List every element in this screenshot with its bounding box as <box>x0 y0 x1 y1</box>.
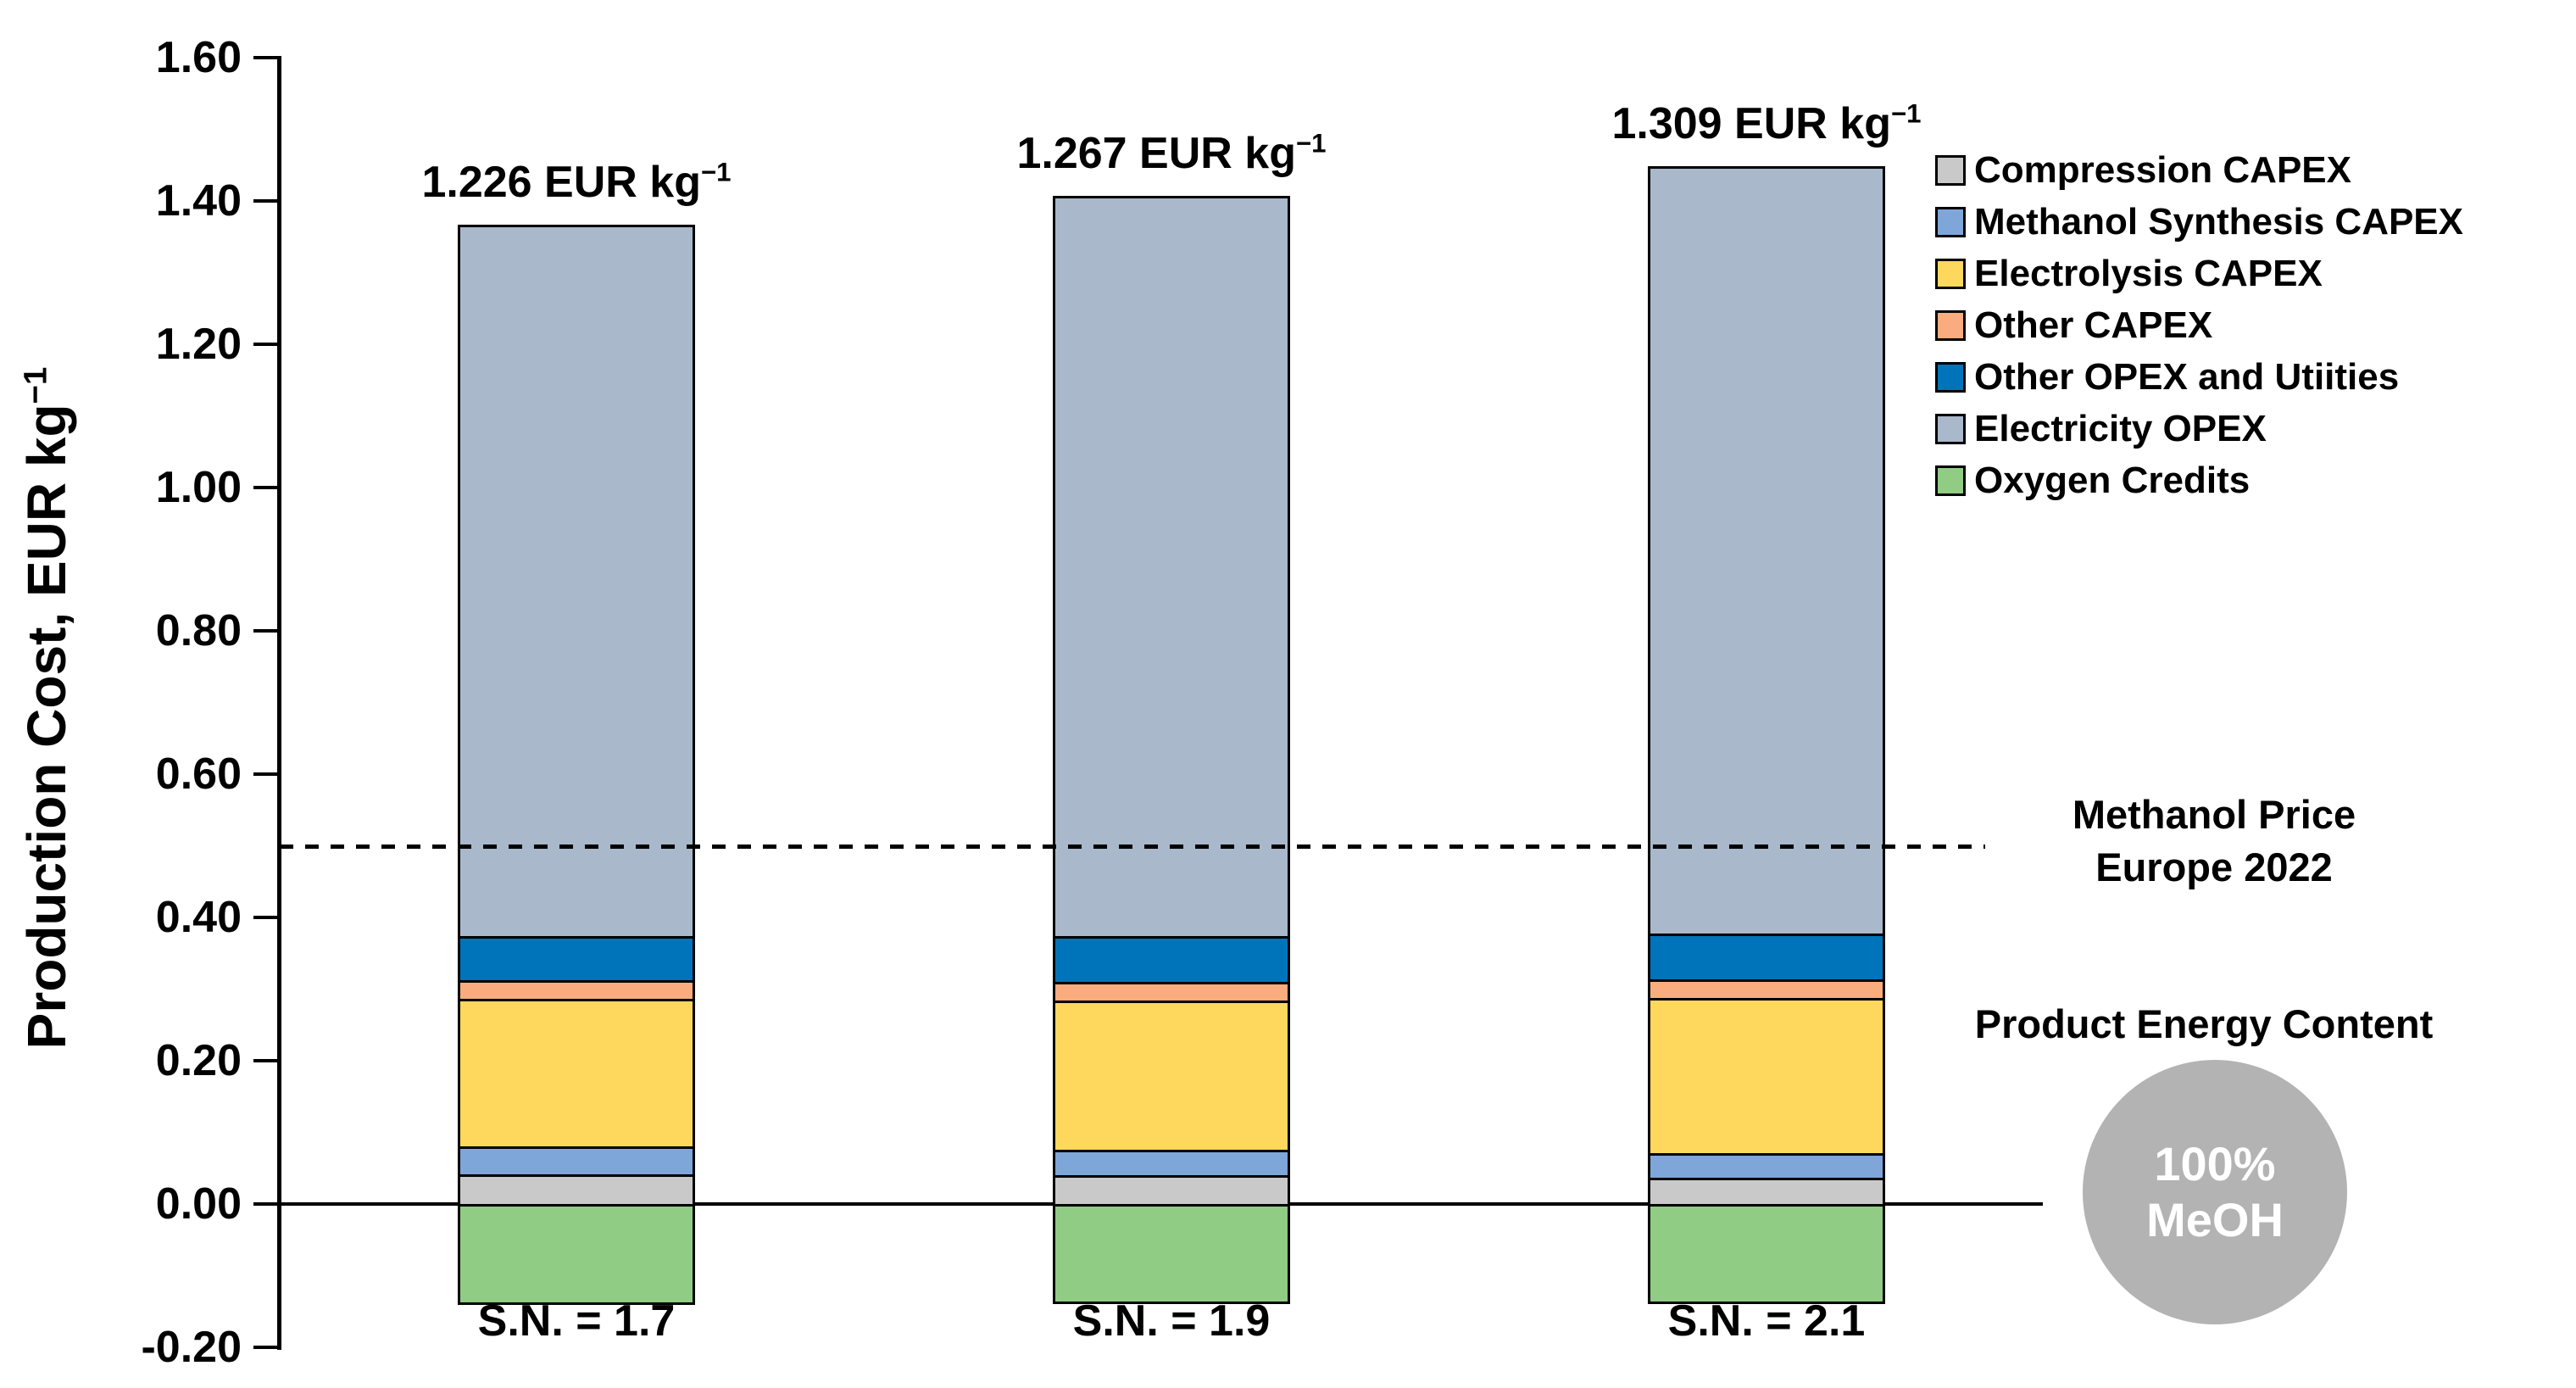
legend-swatch <box>1935 154 1966 186</box>
bar-segment-oxygen-credits <box>1053 1204 1290 1305</box>
methanol-price-line2: Europe 2022 <box>2095 845 2333 889</box>
legend-label: Other CAPEX <box>1974 304 2213 346</box>
legend-swatch <box>1935 413 1966 444</box>
methanol-price-line1: Methanol Price <box>2072 792 2356 837</box>
y-axis-line <box>277 56 281 1350</box>
y-tick-mark <box>253 1059 279 1062</box>
methanol-price-label: Methanol Price Europe 2022 <box>1994 789 2434 894</box>
y-tick-label: 0.00 <box>155 1179 242 1229</box>
legend-label: Methanol Synthesis CAPEX <box>1974 200 2464 242</box>
legend-swatch <box>1935 258 1966 289</box>
legend-item: Electrolysis CAPEX <box>1935 248 2463 299</box>
legend-item: Other OPEX and Utiities <box>1935 351 2463 403</box>
legend-swatch <box>1935 361 1966 393</box>
legend-item: Oxygen Credits <box>1935 454 2463 506</box>
bar-segment-electrolysis-capex <box>1648 998 1885 1156</box>
bar-total-label: 1.267 EUR kg−1 <box>1016 128 1327 179</box>
product-energy-circle: 100% MeOH <box>2083 1060 2347 1324</box>
y-tick-label: -0.20 <box>141 1323 242 1372</box>
bar-segment-oxygen-credits <box>458 1204 695 1306</box>
y-tick-label: 1.40 <box>155 176 242 226</box>
y-tick-mark <box>253 629 279 633</box>
bar-total-label: 1.226 EUR kg−1 <box>421 157 732 207</box>
bar-segment-compression-capex <box>458 1173 695 1207</box>
y-tick-label: 0.60 <box>155 750 242 799</box>
y-tick-mark <box>253 199 279 203</box>
circle-line1: 100% <box>2154 1137 2276 1190</box>
bar-segment-compression-capex <box>1648 1177 1885 1207</box>
category-label: S.N. = 1.7 <box>477 1296 676 1346</box>
bar-segment-methanol-synthesis-capex <box>458 1146 695 1177</box>
category-label: S.N. = 2.1 <box>1667 1296 1866 1346</box>
bar-segment-oxygen-credits <box>1648 1204 1885 1305</box>
y-tick-label: 0.80 <box>155 606 242 655</box>
legend-swatch <box>1935 465 1966 496</box>
y-tick-mark <box>253 1346 279 1349</box>
legend-label: Other OPEX and Utiities <box>1974 355 2400 398</box>
y-tick-label: 1.60 <box>155 33 242 82</box>
y-axis-title-sup: −1 <box>17 366 54 404</box>
bar-segment-other-capex <box>458 980 695 1002</box>
methanol-price-reference-line <box>280 845 1985 849</box>
y-tick-mark <box>253 772 279 776</box>
y-tick-mark <box>253 343 279 346</box>
bar-segment-other-opex-and-utiities <box>458 935 695 984</box>
y-tick-label: 1.20 <box>155 320 242 369</box>
legend: Compression CAPEX Methanol Synthesis CAPE… <box>1935 144 2463 506</box>
bar-segment-compression-capex <box>1053 1175 1290 1207</box>
legend-label: Oxygen Credits <box>1974 459 2251 501</box>
bar-segment-electricity-opex <box>1053 196 1290 939</box>
y-tick-label: 1.00 <box>155 463 242 512</box>
legend-item: Methanol Synthesis CAPEX <box>1935 196 2463 248</box>
legend-item: Electricity OPEX <box>1935 403 2463 454</box>
bar-segment-electrolysis-capex <box>458 999 695 1150</box>
bar-segment-other-opex-and-utiities <box>1648 934 1885 982</box>
bar-segment-other-capex <box>1053 982 1290 1004</box>
y-tick-label: 0.20 <box>155 1036 242 1085</box>
category-label: S.N. = 1.9 <box>1072 1296 1271 1346</box>
y-tick-mark <box>253 486 279 489</box>
bar-segment-methanol-synthesis-capex <box>1053 1149 1290 1179</box>
y-tick-label: 0.40 <box>155 893 242 942</box>
bar-total-label: 1.309 EUR kg−1 <box>1611 98 1922 148</box>
bar-segment-electrolysis-capex <box>1053 1001 1290 1152</box>
legend-item: Other CAPEX <box>1935 299 2463 351</box>
bar-segment-other-opex-and-utiities <box>1053 935 1290 985</box>
bar-segment-methanol-synthesis-capex <box>1648 1153 1885 1180</box>
bar-segment-electricity-opex <box>458 224 695 939</box>
product-energy-content-label: Product Energy Content <box>1974 1001 2434 1046</box>
legend-swatch <box>1935 206 1966 237</box>
y-tick-mark <box>253 56 279 59</box>
circle-line2: MeOH <box>2146 1193 2284 1246</box>
bar-segment-other-capex <box>1648 978 1885 1001</box>
bar-segment-electricity-opex <box>1648 165 1885 937</box>
legend-item: Compression CAPEX <box>1935 144 2463 196</box>
y-tick-mark <box>253 916 279 919</box>
legend-label: Electrolysis CAPEX <box>1974 252 2323 294</box>
legend-label: Compression CAPEX <box>1974 148 2351 191</box>
legend-swatch <box>1935 309 1966 341</box>
y-tick-mark <box>253 1202 279 1206</box>
legend-label: Electricity OPEX <box>1974 407 2267 449</box>
